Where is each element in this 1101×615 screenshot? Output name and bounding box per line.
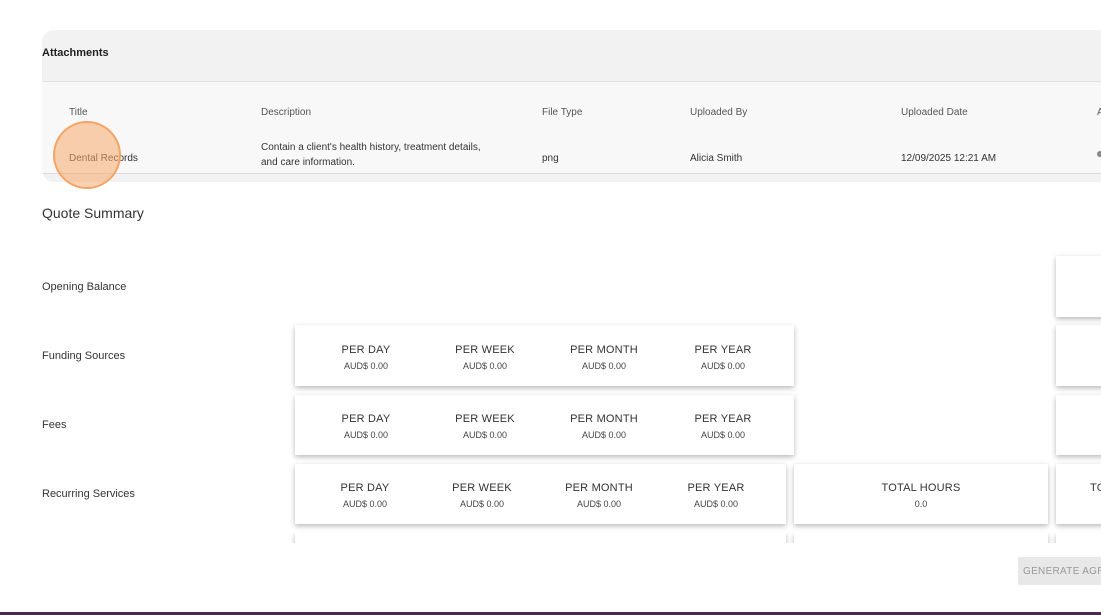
col-header-actions: A (1097, 107, 1101, 118)
col-header-file-type[interactable]: File Type (542, 107, 583, 118)
funding-per-week: PER WEEK AUD$ 0.00 (442, 344, 528, 371)
bottom-bar (0, 612, 1101, 615)
total-hours-label: TOTAL HOURS (881, 482, 961, 494)
period-label: PER MONTH (570, 413, 638, 425)
funding-per-month: PER MONTH AUD$ 0.00 (559, 344, 649, 371)
attachments-title: Attachments (42, 47, 109, 59)
period-value: AUD$ 0.00 (462, 430, 508, 440)
recurring-per-day: PER DAY AUD$ 0.00 (322, 482, 408, 509)
row-label-opening-balance: Opening Balance (42, 281, 127, 293)
total-hours: TOTAL HOURS 0.0 (794, 482, 1048, 509)
funding-per-year: PER YEAR AUD$ 0.00 (680, 344, 766, 371)
recurring-per-year: PER YEAR AUD$ 0.00 (673, 482, 759, 509)
recurring-services-card: PER DAY AUD$ 0.00 PER WEEK AUD$ 0.00 PER… (295, 464, 786, 524)
col-header-title[interactable]: Title (69, 107, 88, 118)
period-value: AUD$ 0.00 (462, 361, 508, 371)
total-label-cut: TO (1090, 482, 1101, 494)
period-label: PER WEEK (455, 344, 515, 356)
period-label: PER DAY (341, 344, 391, 356)
attachment-description: Contain a client's health history, treat… (261, 142, 481, 168)
attachment-file-type: png (542, 153, 559, 164)
period-label: PER DAY (340, 482, 390, 494)
period-value: AUD$ 0.00 (581, 430, 627, 440)
next-row-card (295, 533, 786, 543)
attachment-title-link[interactable]: Dental Records (69, 153, 138, 164)
period-label: PER YEAR (694, 344, 752, 356)
funding-sources-card: PER DAY AUD$ 0.00 PER WEEK AUD$ 0.00 PER… (295, 325, 794, 386)
col-header-uploaded-date[interactable]: Uploaded Date (901, 107, 968, 118)
fees-card: PER DAY AUD$ 0.00 PER WEEK AUD$ 0.00 PER… (295, 395, 794, 455)
period-value: AUD$ 0.00 (693, 499, 739, 509)
period-value: AUD$ 0.00 (700, 361, 746, 371)
fees-per-year: PER YEAR AUD$ 0.00 (680, 413, 766, 440)
period-value: AUD$ 0.00 (459, 499, 505, 509)
opening-balance-card (1056, 256, 1101, 317)
period-label: PER YEAR (694, 413, 752, 425)
period-value: AUD$ 0.00 (581, 361, 627, 371)
row-label-funding-sources: Funding Sources (42, 350, 126, 362)
next-row-card (794, 533, 1048, 543)
period-value: AUD$ 0.00 (700, 430, 746, 440)
funding-per-day: PER DAY AUD$ 0.00 (323, 344, 409, 371)
recurring-per-week: PER WEEK AUD$ 0.00 (439, 482, 525, 509)
row-label-fees: Fees (42, 419, 67, 431)
total-hours-value: 0.0 (914, 499, 928, 509)
period-label: PER DAY (341, 413, 391, 425)
fees-per-week: PER WEEK AUD$ 0.00 (442, 413, 528, 440)
attachment-uploaded-date: 12/09/2025 12:21 AM (901, 153, 997, 164)
col-header-description[interactable]: Description (261, 107, 312, 118)
fees-per-day: PER DAY AUD$ 0.00 (323, 413, 409, 440)
next-row-card (1056, 533, 1101, 543)
fees-per-month: PER MONTH AUD$ 0.00 (559, 413, 649, 440)
period-value: AUD$ 0.00 (343, 361, 389, 371)
period-value: AUD$ 0.00 (342, 499, 388, 509)
period-label: PER YEAR (687, 482, 745, 494)
total-hours-card: TOTAL HOURS 0.0 (794, 464, 1048, 524)
more-actions-icon[interactable] (1097, 151, 1101, 157)
next-row-clip (290, 533, 1101, 543)
quote-summary-title: Quote Summary (42, 205, 144, 221)
col-header-uploaded-by[interactable]: Uploaded By (690, 107, 748, 118)
period-label: PER WEEK (455, 413, 515, 425)
attachments-table: Title Description File Type Uploaded By … (42, 81, 1101, 174)
recurring-total-cut: TO (1090, 482, 1101, 494)
period-label: PER MONTH (570, 344, 638, 356)
recurring-per-month: PER MONTH AUD$ 0.00 (554, 482, 644, 509)
period-label: PER MONTH (565, 482, 633, 494)
period-label: PER WEEK (452, 482, 512, 494)
funding-sources-total-card (1056, 325, 1101, 386)
generate-agreement-button[interactable]: GENERATE AGR (1018, 557, 1101, 585)
fees-total-card (1056, 395, 1101, 455)
period-value: AUD$ 0.00 (576, 499, 622, 509)
attachment-uploaded-by: Alicia Smith (690, 153, 743, 164)
period-value: AUD$ 0.00 (343, 430, 389, 440)
recurring-total-card: TO (1056, 464, 1101, 524)
attachments-panel: Attachments Title Description File Type … (42, 30, 1101, 182)
row-label-recurring-services: Recurring Services (42, 488, 135, 500)
